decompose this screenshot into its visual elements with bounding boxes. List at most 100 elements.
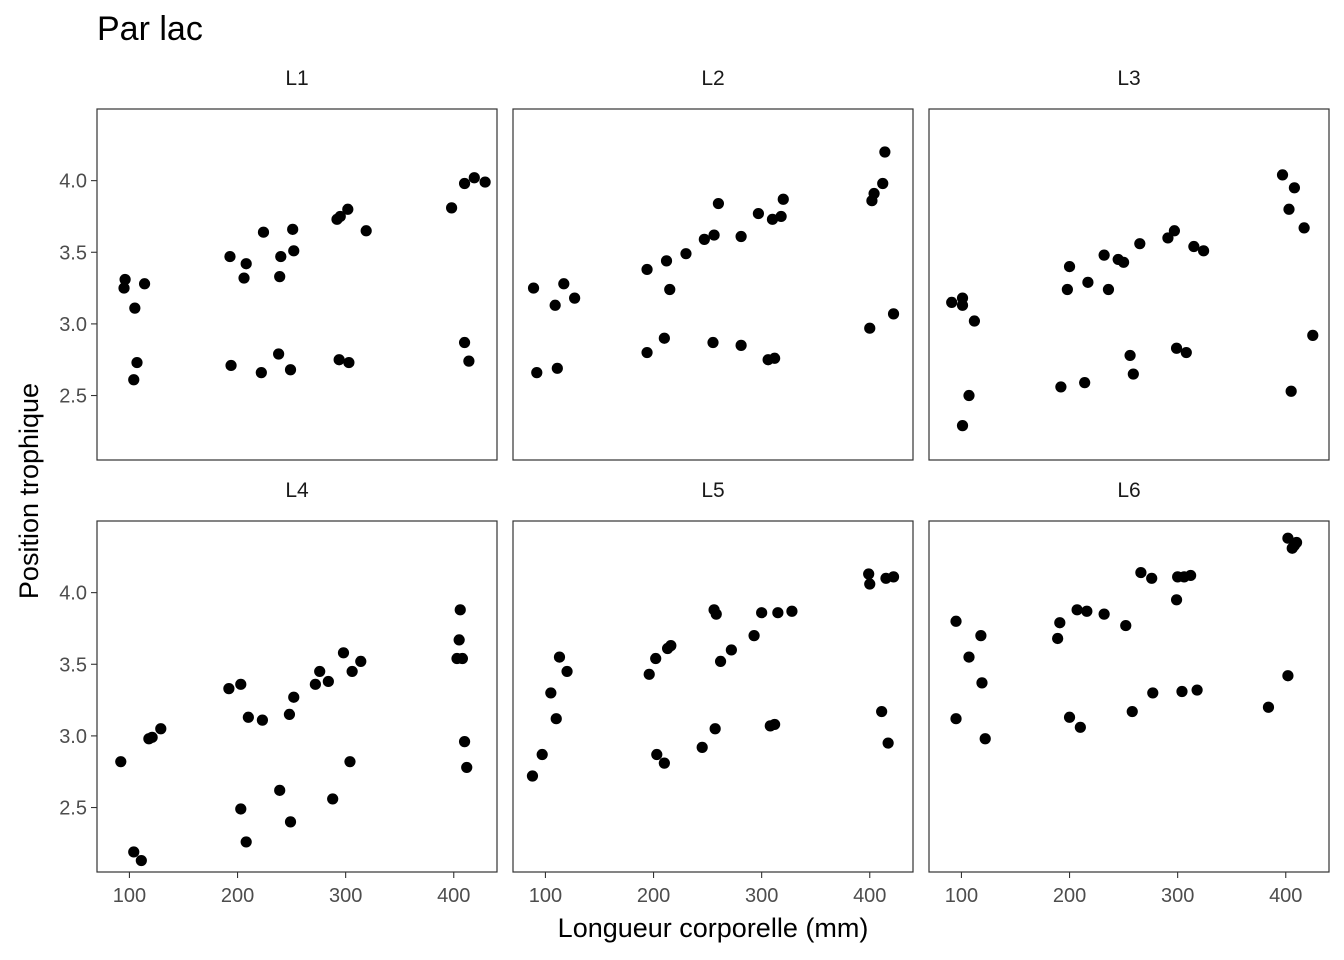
facet-label-l4: L4 [285,479,309,502]
data-point [333,354,345,366]
x-tick-label: 100 [945,885,978,907]
y-tick-label: 2.5 [59,386,87,408]
x-tick-label: 100 [113,885,146,907]
data-point [641,263,653,276]
data-point [346,665,358,678]
y-tick-label: 3.0 [59,314,87,336]
data-point [1290,536,1303,549]
data-point [1071,604,1083,616]
data-point [355,655,367,668]
y-tick-label: 3.5 [59,242,87,264]
data-point [128,374,140,386]
data-point [658,757,670,769]
data-point [707,336,719,349]
data-point [1063,260,1076,273]
data-point [1262,701,1275,713]
x-tick-label: 200 [221,885,254,907]
data-point [1147,687,1159,699]
data-point [1298,222,1310,234]
data-point [1098,608,1110,620]
data-point [786,605,798,617]
data-point [772,607,784,619]
data-point [549,299,561,311]
data-point [735,339,747,351]
data-point [1197,245,1210,257]
data-point [131,356,143,369]
x-tick-label: 100 [529,885,562,907]
data-point [963,651,975,663]
facet-panel-l4: L4 2.5 3.0 3.5 4.0 100 200 300 400 [59,479,498,907]
data-point [1180,346,1192,359]
data-point [284,364,297,376]
data-point [1124,349,1136,362]
y-tick-label: 2.5 [59,798,87,820]
data-point [651,748,663,761]
data-point [536,748,548,761]
data-point [1054,617,1066,629]
data-point [1307,329,1319,341]
data-point [337,647,350,659]
panel-border [928,520,1330,873]
data-point [274,784,286,796]
data-point [119,273,131,286]
data-point [975,630,987,642]
facet-label-l2: L2 [701,67,724,90]
data-point [256,714,269,726]
data-point [1082,276,1094,288]
data-point [1120,619,1132,632]
data-point [327,793,339,805]
data-point [558,278,570,290]
data-point [155,723,167,735]
data-point [223,683,235,695]
data-point [756,607,768,619]
facet-panel-l3: L3 [928,67,1330,461]
data-point [275,250,287,263]
data-point [864,322,876,334]
data-point [342,203,354,215]
data-point [551,362,563,374]
data-point [887,571,900,583]
y-axis-title: Position trophique [14,383,44,599]
data-point [950,615,962,627]
data-point [963,389,975,402]
data-point [766,213,779,225]
data-point [454,604,466,616]
data-point [696,741,708,753]
data-point [334,210,346,223]
data-point [698,233,710,245]
data-point [643,668,655,680]
data-point [445,202,458,214]
data-point [712,197,725,210]
x-tick-label: 200 [1053,885,1086,907]
data-point [550,713,562,725]
data-point [1146,572,1158,584]
data-point [709,723,721,735]
data-point [456,652,469,665]
panel-border [96,108,498,461]
data-point [284,816,297,828]
data-point [863,568,875,580]
data-point [1074,721,1086,733]
facet-panels: L1 2.5 3.0 3.5 4.0 L2 L3 L4 2.5 3.0 3.5 4.0 100 200 30… [59,67,1330,907]
data-point [115,756,127,768]
data-point [287,223,299,235]
data-point [725,644,737,656]
data-point [714,655,727,668]
data-point [1283,203,1295,215]
data-point [545,687,557,699]
x-axis-title: Longueur corporelle (mm) [558,913,869,943]
x-tick-label: 400 [437,885,470,907]
data-point [1176,685,1188,698]
data-point [1079,377,1091,389]
data-point [1282,670,1294,682]
facet-panel-l5: L5 100 200 300 400 [512,479,914,907]
data-point [314,665,326,678]
data-point [665,640,677,652]
data-point [769,352,781,364]
data-point [283,708,296,721]
data-point [1117,256,1130,268]
data-point [463,355,475,367]
data-point [769,718,781,731]
facet-panel-l2: L2 [512,67,914,461]
